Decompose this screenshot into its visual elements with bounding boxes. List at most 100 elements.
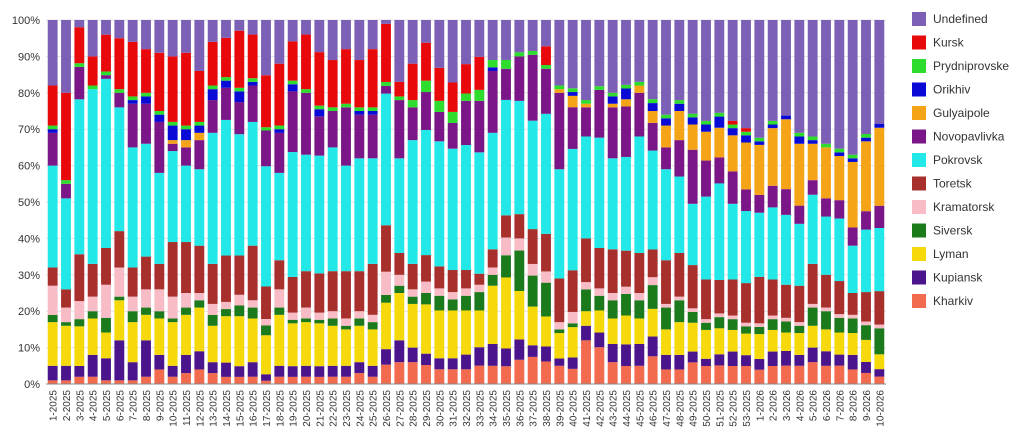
bar-segment-kursk	[394, 81, 405, 97]
bar-segment-pokrovsk	[581, 136, 591, 239]
bar-segment-orikhiv	[607, 96, 618, 104]
bar-segment-lyman	[407, 303, 418, 348]
bar-segment-siversk	[127, 311, 138, 323]
bar-segment-kramatorsk	[821, 307, 831, 312]
bar-segment-toretsk	[154, 263, 165, 290]
bar-segment-siversk	[447, 299, 458, 311]
bar-segment-novopavlivka	[621, 106, 631, 157]
bar-segment-lyman	[514, 290, 525, 340]
legend-item-novopavlivka[interactable]: Novopavlivka	[912, 129, 1005, 144]
legend-item-kupiansk[interactable]: Kupiansk	[912, 270, 983, 285]
bar-segment-lyman	[594, 310, 605, 333]
bar-segment-undefined	[434, 20, 445, 68]
bar-segment-toretsk	[181, 242, 191, 293]
x-tick-label: 51-2025	[715, 390, 726, 427]
bar-segment-undefined	[741, 20, 751, 129]
bar-segment-toretsk	[394, 252, 405, 275]
bar-segment-gulyaipole	[181, 140, 191, 148]
bar-segment-kramatorsk	[594, 288, 605, 296]
bar-segment-undefined	[821, 20, 831, 144]
bar-segment-kramatorsk	[301, 307, 311, 319]
bar-segment-kramatorsk	[794, 322, 805, 326]
legend-item-siversk[interactable]: Siversk	[912, 223, 973, 238]
legend-item-undefined[interactable]: Undefined	[912, 12, 988, 26]
legend-item-pokrovsk[interactable]: Pokrovsk	[912, 153, 983, 167]
bar-segment-prydniprovske	[741, 131, 751, 136]
legend-item-kramatorsk[interactable]: Kramatorsk	[912, 200, 995, 214]
bar-segment-lyman	[181, 314, 191, 355]
bar-segment-kupiansk	[487, 343, 498, 366]
legend-label: Lyman	[933, 247, 969, 261]
bar-segment-kramatorsk	[701, 319, 711, 323]
legend-item-lyman[interactable]: Lyman	[912, 247, 969, 261]
bar-segment-gulyaipole	[661, 125, 671, 148]
bar-segment-kramatorsk	[327, 311, 338, 319]
bar-segment-prydniprovske	[261, 127, 271, 131]
bar-segment-kramatorsk	[101, 284, 111, 318]
bar-segment-kharkiv	[154, 369, 165, 384]
bar-segment-pokrovsk	[61, 198, 71, 290]
bar-segment-pokrovsk	[221, 119, 231, 256]
bar-segment-pokrovsk	[741, 211, 751, 284]
bar-segment-kursk	[47, 85, 58, 126]
bar-segment-lyman	[74, 326, 85, 366]
bar-segment-novopavlivka	[781, 189, 791, 215]
bar-segment-pokrovsk	[207, 132, 218, 264]
bar-segment-orikhiv	[181, 129, 191, 141]
bar-segment-siversk	[407, 296, 418, 304]
bar-segment-kupiansk	[141, 340, 151, 377]
bar-segment-kupiansk	[247, 362, 258, 377]
bar-segment-gulyaipole	[621, 99, 631, 107]
bar-segment-kramatorsk	[487, 267, 498, 275]
bar-segment-undefined	[701, 20, 711, 121]
legend-item-orikhiv[interactable]: Orikhiv	[912, 82, 970, 97]
legend-swatch	[912, 12, 926, 26]
bar-segment-novopavlivka	[461, 100, 471, 146]
bar-segment-siversk	[554, 329, 565, 334]
bar-segment-kharkiv	[87, 376, 98, 384]
x-tick-label: 27-2025	[395, 390, 406, 427]
bar-segment-prydniprovske	[447, 111, 458, 123]
bar-segment-prydniprovske	[381, 81, 391, 86]
legend-item-kharkiv[interactable]: Kharkiv	[912, 294, 973, 308]
bar-segment-novopavlivka	[407, 107, 418, 141]
bar-segment-kramatorsk	[674, 296, 685, 301]
bar-segment-pokrovsk	[101, 78, 111, 248]
x-tick-label: 41-2025	[582, 390, 593, 427]
bar-segment-toretsk	[821, 274, 831, 308]
bar-segment-novopavlivka	[727, 171, 738, 204]
x-tick-label: 33-2025	[475, 390, 486, 427]
legend-item-prydniprovske[interactable]: Prydniprovske	[912, 59, 1009, 73]
bar-segment-prydniprovske	[514, 52, 525, 57]
legend-item-kursk[interactable]: Kursk	[912, 35, 965, 50]
bar-segment-kharkiv	[394, 362, 405, 384]
bar-segment-undefined	[674, 20, 685, 101]
legend-item-gulyaipole[interactable]: Gulyaipole	[912, 106, 990, 120]
bar-segment-kramatorsk	[527, 263, 538, 276]
bar-segment-novopavlivka	[154, 121, 165, 173]
bar-segment-orikhiv	[701, 124, 711, 132]
bar-segment-kramatorsk	[554, 322, 565, 330]
x-tick-label: 17-2025	[262, 390, 273, 427]
bar-segment-kramatorsk	[287, 312, 298, 320]
legend-item-toretsk[interactable]: Toretsk	[912, 176, 973, 191]
bar-segment-kharkiv	[487, 365, 498, 384]
bar-segment-lyman	[727, 329, 738, 352]
bar-segment-prydniprovske	[247, 78, 258, 82]
y-tick-label: 20%	[18, 306, 40, 318]
bar-segment-siversk	[221, 309, 231, 317]
bar-segment-orikhiv	[221, 80, 231, 88]
bar-segment-novopavlivka	[821, 198, 831, 217]
bar-segment-siversk	[861, 325, 871, 340]
x-tick-label: 42-2025	[595, 390, 606, 427]
bar-segment-orikhiv	[314, 109, 325, 117]
bar-segment-kupiansk	[74, 365, 85, 377]
bar-segment-toretsk	[874, 291, 885, 325]
bar-segment-kramatorsk	[647, 277, 658, 286]
bar-segment-toretsk	[87, 263, 98, 297]
bar-segment-siversk	[874, 328, 885, 355]
bar-segment-kramatorsk	[661, 303, 671, 308]
bar-segment-orikhiv	[287, 84, 298, 92]
bar-segment-kupiansk	[421, 353, 431, 366]
bar-segment-toretsk	[474, 273, 485, 285]
